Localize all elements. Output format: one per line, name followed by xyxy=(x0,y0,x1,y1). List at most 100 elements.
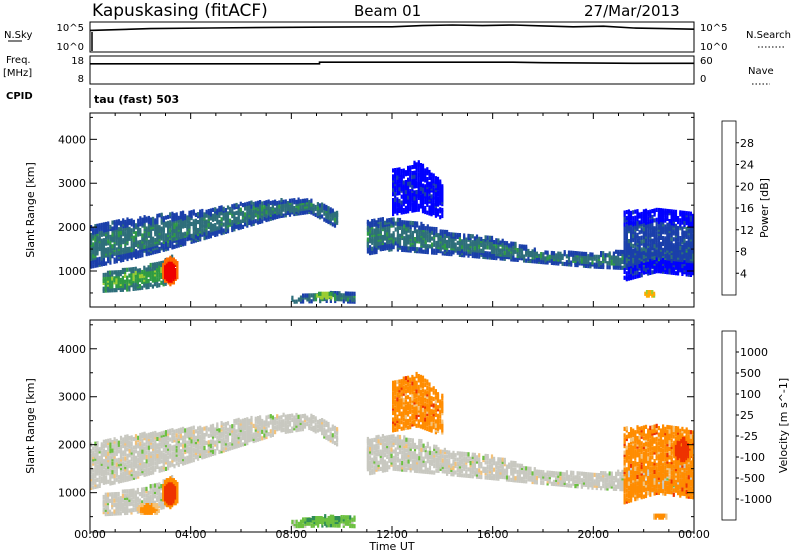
range-cell xyxy=(109,459,112,464)
range-cell xyxy=(169,452,172,457)
range-cell xyxy=(117,270,120,275)
range-cell xyxy=(321,295,324,300)
range-cell xyxy=(265,200,268,205)
range-cell xyxy=(194,234,197,239)
range-cell xyxy=(201,427,204,432)
range-cell xyxy=(664,260,667,265)
range-cell xyxy=(141,432,144,437)
range-cell xyxy=(353,297,356,302)
range-cell xyxy=(420,221,423,226)
range-cell xyxy=(160,452,163,458)
range-cell xyxy=(132,241,135,246)
range-cell xyxy=(164,453,168,458)
range-cell xyxy=(662,236,665,241)
range-cell xyxy=(505,249,509,254)
range-cell xyxy=(171,458,174,463)
range-cell xyxy=(404,180,407,185)
range-cell xyxy=(145,234,148,239)
range-cell xyxy=(644,248,648,253)
range-cell xyxy=(149,266,152,272)
range-cell xyxy=(171,273,174,278)
range-cell xyxy=(205,432,208,437)
range-cell xyxy=(117,244,120,250)
range-cell xyxy=(685,270,688,275)
range-cell xyxy=(179,240,182,245)
range-cell xyxy=(430,200,433,205)
range-cell xyxy=(220,440,223,445)
range-cell xyxy=(192,440,195,445)
range-cell xyxy=(623,222,626,227)
range-cell xyxy=(96,477,99,482)
range-cell xyxy=(574,256,577,262)
range-cell xyxy=(295,207,298,212)
range-cell xyxy=(685,252,688,257)
range-cell xyxy=(147,225,150,230)
range-cell xyxy=(314,204,317,210)
range-cell xyxy=(96,454,99,459)
range-cell xyxy=(130,461,133,466)
range-cell xyxy=(184,456,187,461)
range-cell xyxy=(107,445,110,450)
range-cell xyxy=(194,442,197,447)
range-cell xyxy=(173,436,176,441)
range-cell xyxy=(205,449,208,454)
range-cell xyxy=(366,231,369,236)
range-cell xyxy=(649,258,652,264)
range-cell xyxy=(463,233,466,238)
range-cell xyxy=(431,248,434,253)
range-cell xyxy=(546,250,549,255)
range-cell xyxy=(533,259,536,264)
range-cell xyxy=(184,460,187,465)
range-cell xyxy=(96,441,99,446)
range-cell xyxy=(100,226,103,231)
range-cell xyxy=(143,468,146,473)
range-cell xyxy=(411,178,414,184)
range-cell xyxy=(141,443,144,448)
range-cell xyxy=(190,450,193,455)
range-cell xyxy=(171,432,174,437)
range-cell xyxy=(98,481,101,486)
range-cell xyxy=(388,243,391,248)
range-cell xyxy=(655,207,658,212)
range-cell xyxy=(147,279,150,284)
range-cell xyxy=(424,200,427,205)
range-cell xyxy=(326,291,329,296)
range-cell xyxy=(145,465,148,470)
range-cell xyxy=(149,243,153,248)
range-cell xyxy=(396,175,399,180)
range-cell xyxy=(280,198,283,203)
range-cell xyxy=(205,453,208,459)
range-cell xyxy=(152,457,155,462)
range-cell xyxy=(428,175,431,180)
range-cell xyxy=(415,190,418,195)
range-cell xyxy=(113,233,116,239)
range-cell xyxy=(615,249,618,254)
date-title: 27/Mar/2013 xyxy=(584,2,680,20)
range-cell xyxy=(126,275,129,280)
range-cell xyxy=(649,270,652,275)
range-cell xyxy=(674,213,678,218)
range-cell xyxy=(332,291,335,296)
range-cell xyxy=(115,219,118,224)
range-cell xyxy=(162,430,165,435)
range-cell xyxy=(615,255,618,260)
range-cell xyxy=(634,241,637,246)
range-cell xyxy=(398,177,401,182)
range-cell xyxy=(681,244,684,249)
range-cell xyxy=(182,426,185,431)
range-cell xyxy=(132,282,135,287)
range-cell xyxy=(413,178,416,183)
range-cell xyxy=(197,220,200,225)
range-cell xyxy=(94,478,97,483)
range-cell xyxy=(164,430,168,435)
range-cell xyxy=(409,232,412,237)
range-cell xyxy=(117,449,120,454)
range-cell xyxy=(662,257,665,262)
range-cell xyxy=(392,217,395,222)
range-cell xyxy=(165,257,168,262)
range-cell xyxy=(100,459,103,464)
range-cell xyxy=(679,236,682,241)
range-cell xyxy=(390,243,393,248)
range-cell xyxy=(651,218,654,224)
range-cell xyxy=(544,256,547,261)
